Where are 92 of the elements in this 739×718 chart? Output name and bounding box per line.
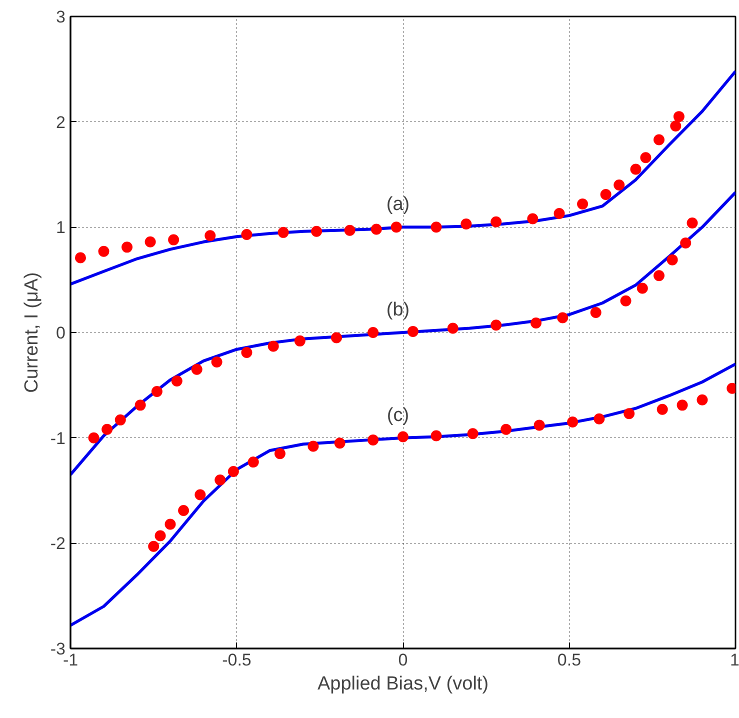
- point: [620, 295, 632, 306]
- point: [390, 222, 402, 233]
- y-tick-label: -2: [50, 534, 66, 554]
- point: [534, 420, 545, 431]
- y-axis-title: Current, I (μA): [21, 272, 42, 393]
- point: [248, 456, 259, 468]
- point: [624, 408, 635, 420]
- point: [430, 430, 442, 442]
- point: [680, 237, 692, 248]
- point: [630, 164, 642, 175]
- point: [654, 270, 665, 282]
- point: [676, 400, 688, 411]
- x-tick-label: 1: [730, 650, 739, 670]
- point: [530, 318, 542, 329]
- y-tick-label: 0: [56, 324, 66, 342]
- point: [88, 432, 100, 444]
- annotation: (b): [386, 300, 410, 320]
- point: [311, 226, 322, 237]
- point: [670, 120, 682, 132]
- point: [696, 394, 708, 406]
- point: [151, 386, 162, 397]
- point: [344, 224, 356, 236]
- point: [600, 189, 612, 200]
- point: [594, 413, 605, 424]
- point: [577, 198, 588, 210]
- y-tick-label: 3: [56, 8, 66, 26]
- point: [74, 252, 86, 264]
- point: [590, 306, 602, 318]
- point: [500, 424, 512, 435]
- point: [656, 404, 668, 415]
- point: [274, 448, 286, 460]
- point: [278, 226, 289, 238]
- y-tick-label: 2: [56, 112, 66, 132]
- point: [686, 217, 698, 228]
- x-axis-title: Applied Bias,V (volt): [317, 674, 489, 694]
- point: [636, 282, 648, 294]
- point: [331, 332, 342, 344]
- point: [204, 230, 216, 242]
- point: [398, 431, 408, 442]
- point: [334, 438, 346, 449]
- point: [673, 111, 684, 122]
- point: [368, 327, 379, 338]
- point: [460, 218, 472, 230]
- point: [654, 134, 665, 146]
- x-tick-label: -0.5: [222, 650, 252, 670]
- point: [228, 466, 239, 478]
- y-tick-label: -1: [50, 428, 66, 448]
- x-tick-label: 0: [398, 650, 408, 670]
- line-series: [70, 190, 736, 476]
- point: [241, 229, 252, 240]
- point: [191, 364, 202, 375]
- y-tick-label: 1: [56, 218, 66, 238]
- point: [148, 540, 160, 552]
- annotation: (a): [386, 194, 410, 216]
- point: [98, 246, 110, 257]
- point: [666, 254, 678, 266]
- point: [102, 424, 113, 435]
- x-tick-label: 0.5: [557, 650, 582, 670]
- point: [567, 416, 578, 428]
- point: [614, 180, 625, 191]
- point: [490, 216, 502, 228]
- point: [194, 489, 206, 500]
- point: [178, 505, 190, 516]
- point: [268, 340, 279, 352]
- point: [430, 222, 442, 233]
- point: [211, 356, 222, 368]
- point: [168, 234, 180, 246]
- point: [122, 242, 133, 253]
- line-series: [70, 70, 736, 286]
- point: [368, 434, 379, 446]
- point: [467, 428, 478, 440]
- point: [490, 320, 502, 331]
- point: [214, 474, 226, 486]
- y-tick-label: -3: [50, 640, 66, 658]
- point: [144, 236, 156, 248]
- point: [308, 440, 319, 452]
- annotation: (c): [386, 404, 410, 426]
- point: [171, 375, 182, 386]
- point: [447, 322, 458, 334]
- point: [407, 326, 418, 337]
- point: [154, 530, 166, 542]
- point: [557, 312, 568, 324]
- point: [294, 335, 306, 346]
- point: [134, 400, 146, 411]
- point: [370, 224, 382, 235]
- point: [640, 152, 652, 164]
- point: [114, 414, 126, 426]
- line-series: [70, 362, 736, 627]
- point: [527, 213, 538, 224]
- point: [554, 208, 565, 219]
- point: [164, 518, 176, 530]
- point: [241, 347, 252, 358]
